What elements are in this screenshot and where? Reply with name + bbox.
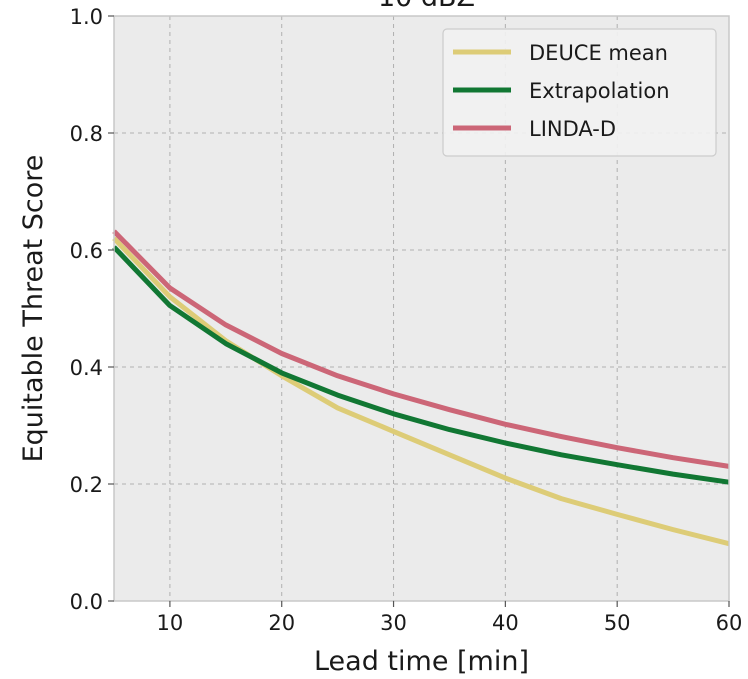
series-lines [112,229,730,547]
y-axis-ticks: 0.0 0.2 0.4 0.6 0.8 1.0 [70,5,114,614]
y-tick-label: 0.6 [70,239,103,263]
x-axis-ticks: 10 20 30 40 50 60 [157,601,743,635]
y-tick-label: 0.2 [70,473,103,497]
series-line-1 [112,236,730,547]
chart-title: 10 dBZ [378,0,475,13]
x-tick-label: 40 [492,611,519,635]
y-tick-label: 0.8 [70,122,103,146]
x-tick-label: 30 [380,611,407,635]
y-tick-label: 0.0 [70,590,103,614]
legend-label: Extrapolation [529,79,670,103]
legend-label: DEUCE mean [529,41,668,65]
y-tick-label: 0.4 [70,356,103,380]
x-tick-label: 60 [716,611,743,635]
x-tick-label: 50 [604,611,631,635]
x-tick-label: 20 [268,611,295,635]
series-line-3 [112,229,730,469]
y-axis-label: Equitable Threat Score [18,155,49,463]
x-tick-label: 10 [157,611,184,635]
series-line-2 [112,245,730,485]
x-axis-label: Lead time [min] [314,646,529,677]
chart-title-group: 10 dBZ [378,0,475,13]
y-tick-label: 1.0 [70,5,103,29]
legend-label: LINDA-D [529,117,616,141]
legend: DEUCE mean Extrapolation LINDA-D [442,28,717,157]
plot-frame [113,15,730,602]
legend-box [442,28,717,157]
